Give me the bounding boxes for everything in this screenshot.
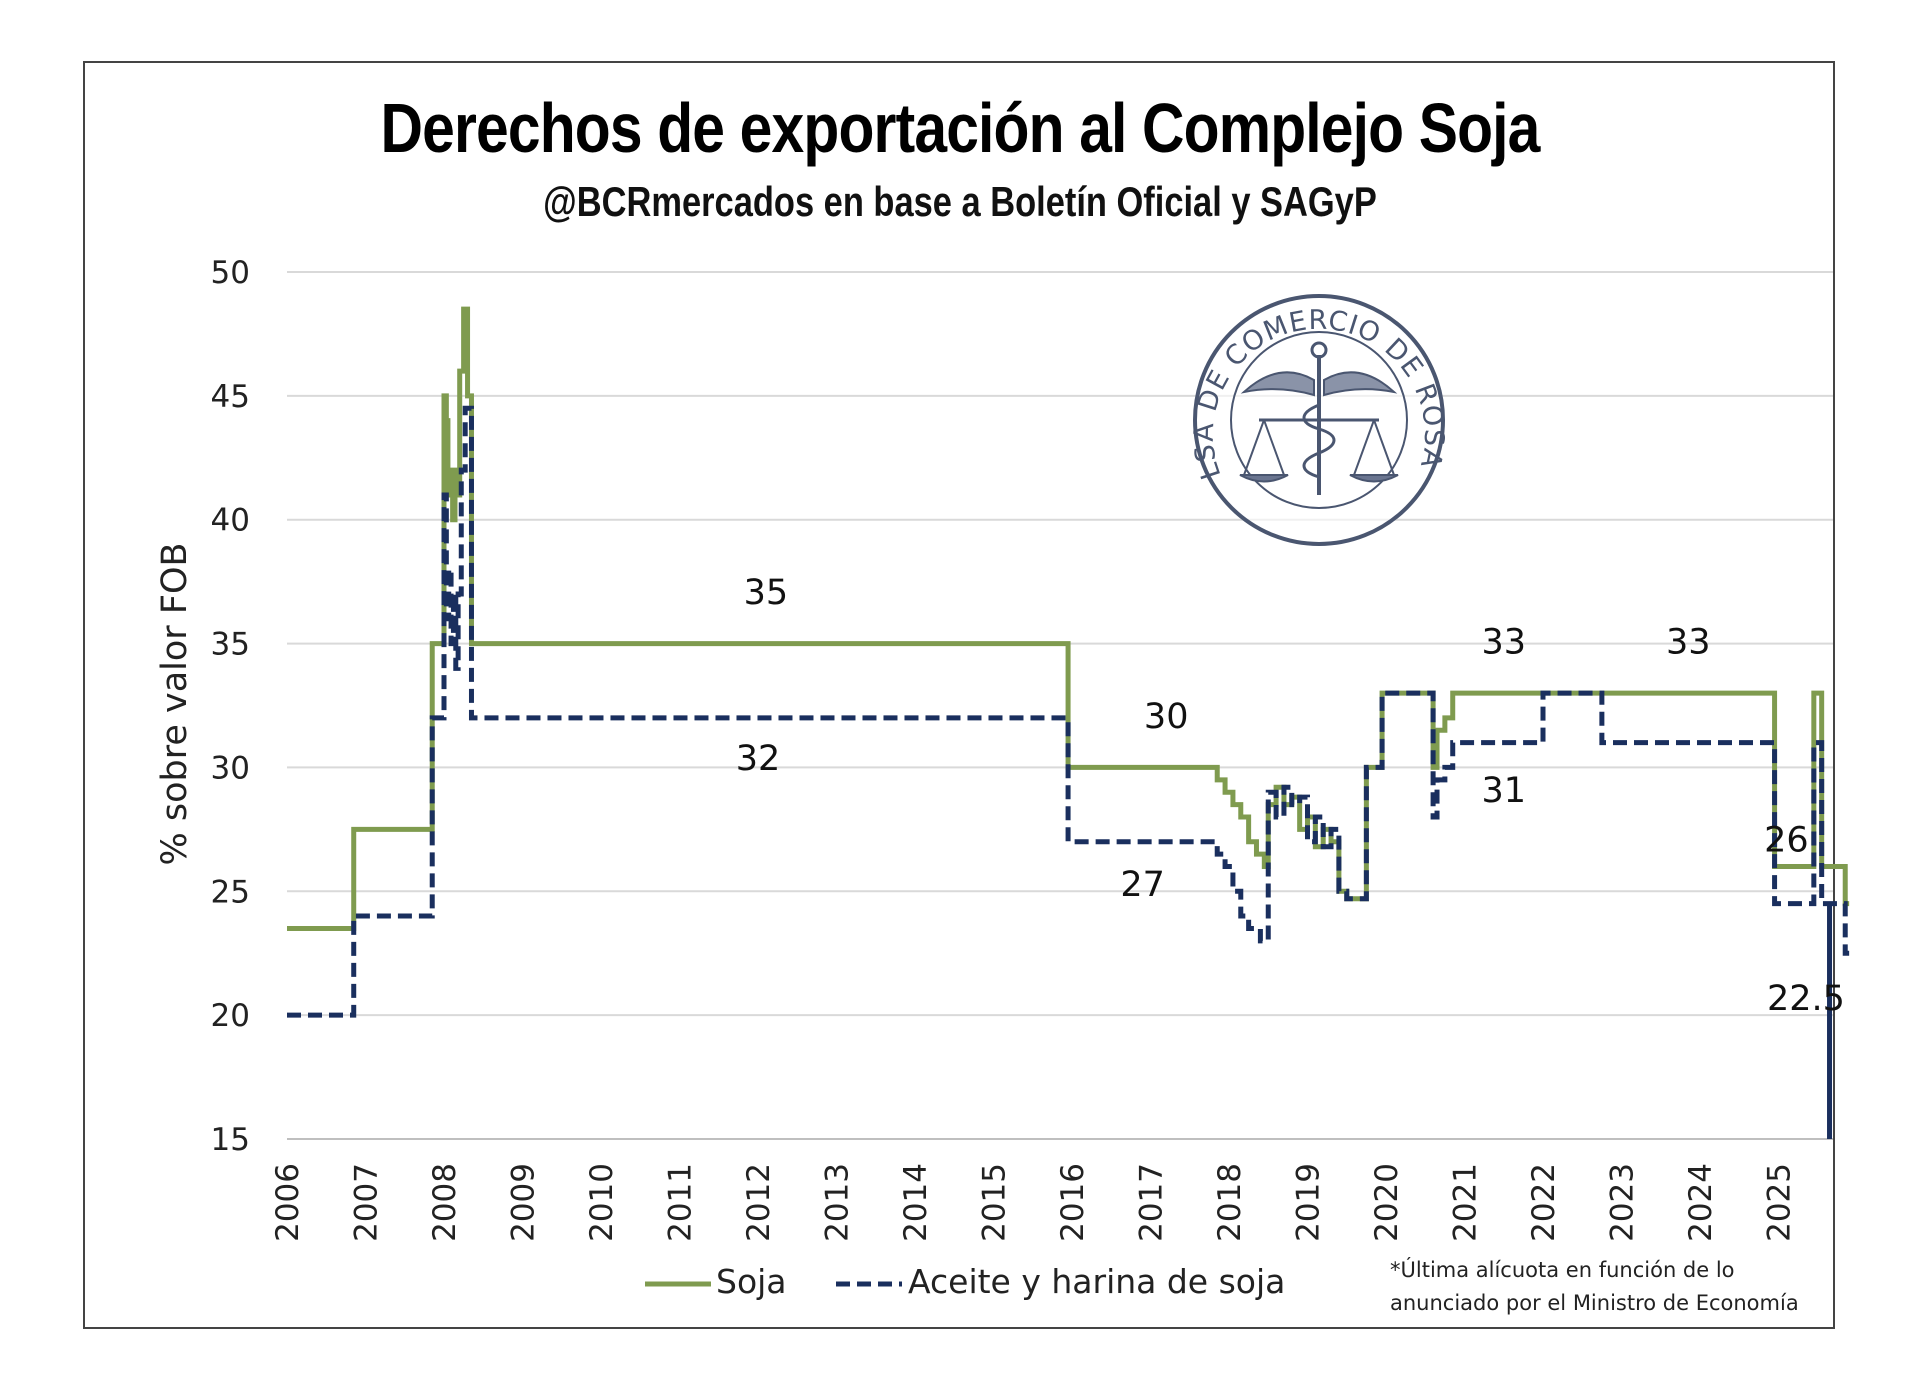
data-label: 31 — [1481, 771, 1526, 811]
caduceus-knob-icon — [1310, 341, 1328, 359]
x-tick-label: 2022 — [1526, 1163, 1562, 1242]
data-label: 30 — [1144, 697, 1189, 737]
scale-pan-icon — [1239, 419, 1289, 483]
x-tick-label: 2018 — [1212, 1163, 1248, 1242]
chart-frame — [83, 61, 1835, 1329]
data-label: 26 — [1764, 821, 1809, 861]
x-tick-label: 2024 — [1683, 1163, 1719, 1242]
scale-pan-icon — [1349, 419, 1399, 483]
data-label: 35 — [744, 573, 789, 613]
data-label: 33 — [1481, 622, 1526, 662]
snake-icon — [1302, 403, 1336, 479]
x-tick-label: 2006 — [270, 1163, 306, 1242]
chart-subtitle: @BCRmercados en base a Boletín Oficial y… — [543, 178, 1377, 225]
y-tick-label: 40 — [211, 503, 250, 539]
x-tick-label: 2014 — [898, 1163, 934, 1242]
y-tick-label: 20 — [211, 998, 250, 1034]
y-axis-label: % sobre valor FOB — [155, 542, 195, 865]
x-tick-label: 2015 — [977, 1163, 1013, 1242]
y-tick-label: 45 — [211, 379, 250, 415]
x-tick-label: 2020 — [1369, 1163, 1405, 1242]
seal-inner-ring — [1230, 331, 1408, 509]
footnote-line-2: anunciado por el Ministro de Economía — [1390, 1291, 1799, 1315]
data-label: 32 — [736, 739, 781, 779]
wings-icon — [1240, 371, 1398, 397]
series-soja-line — [287, 306, 1850, 931]
x-tick-label: 2010 — [584, 1163, 620, 1242]
data-label: 27 — [1120, 865, 1165, 905]
x-tick-label: 2021 — [1448, 1163, 1484, 1242]
x-tick-label: 2011 — [663, 1163, 699, 1242]
y-tick-label: 50 — [211, 255, 250, 291]
y-tick-label: 15 — [211, 1122, 250, 1158]
x-tick-label: 2007 — [349, 1163, 385, 1242]
data-label: 33 — [1666, 622, 1711, 662]
x-tick-label: 2012 — [741, 1163, 777, 1242]
legend-aceite-label: Aceite y harina de soja — [908, 1262, 1286, 1301]
x-tick-label: 2017 — [1134, 1163, 1170, 1242]
x-tick-label: 2025 — [1762, 1163, 1798, 1242]
x-tick-label: 2019 — [1291, 1163, 1327, 1242]
y-tick-label: 35 — [211, 627, 250, 663]
legend-soja-label: Soja — [716, 1262, 787, 1301]
x-tick-label: 2023 — [1605, 1163, 1641, 1242]
series-aceite-line — [287, 405, 1850, 1018]
x-tick-label: 2008 — [427, 1163, 463, 1242]
data-label: 22.5 — [1767, 979, 1845, 1019]
footnote-line-1: *Última alícuota en función de lo — [1390, 1258, 1735, 1282]
x-tick-label: 2013 — [820, 1163, 856, 1242]
chart-title: Derechos de exportación al Complejo Soja — [380, 89, 1540, 167]
x-tick-label: 2016 — [1055, 1163, 1091, 1242]
y-tick-label: 30 — [211, 750, 250, 786]
x-tick-label: 2009 — [506, 1163, 542, 1242]
y-tick-label: 25 — [211, 874, 250, 910]
